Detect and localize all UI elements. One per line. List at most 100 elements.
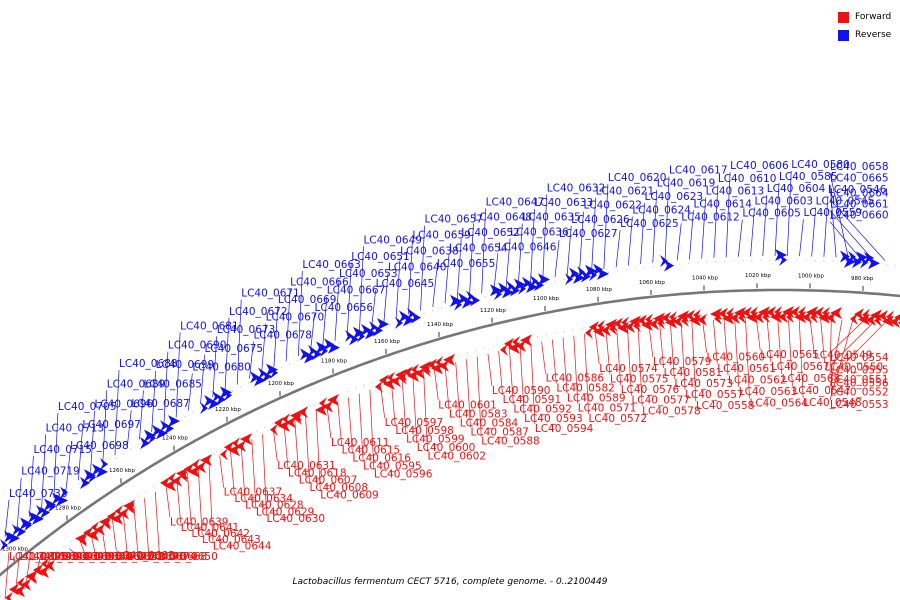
gene-label: LC40_0643 [202, 534, 261, 546]
leader-line [240, 444, 246, 501]
leader-line [326, 405, 332, 439]
tick-label: 1100 kbp [533, 296, 559, 302]
leader-line [58, 551, 63, 557]
forward-gene-arrow [830, 307, 842, 320]
forward-gene-arrow [327, 393, 339, 406]
forward-gene-arrow [730, 312, 740, 325]
leader-line [261, 323, 267, 373]
leader-line [615, 230, 621, 268]
gene-label: LC40_0590 [492, 385, 551, 397]
forward-gene-arrow [119, 507, 129, 520]
reverse-gene-arrow [856, 251, 868, 264]
forward-gene-arrow [681, 315, 689, 328]
gene-label: LC40_0596 [374, 469, 433, 481]
reverse-gene-arrow [589, 269, 597, 282]
forward-gene-arrow [228, 444, 240, 457]
tick-label: 1120 kbp [480, 308, 506, 314]
leader-line [712, 319, 718, 364]
leader-line [337, 401, 343, 446]
reverse-gene-arrow [502, 286, 514, 299]
gene-label: LC40_0567 [771, 361, 830, 373]
reverse-gene-arrow [844, 255, 856, 268]
leader-line [285, 288, 291, 362]
leader-line [53, 413, 59, 499]
gene-label: LC40_0666 [290, 276, 349, 288]
gene-label: LC40_0597 [385, 417, 444, 429]
gene-label: LC40_0602 [428, 451, 487, 463]
leader-line [541, 341, 546, 374]
reverse-gene-arrow [28, 511, 38, 524]
reverse-gene-arrow [324, 338, 334, 351]
leader-line [809, 318, 815, 351]
tick-label: 1040 kbp [692, 275, 718, 281]
leader-line [509, 348, 514, 405]
forward-gene-arrow [750, 306, 758, 319]
leader-line [36, 551, 42, 573]
forward-gene-arrow [826, 311, 836, 324]
gene-label: LC40_0548 [803, 397, 862, 409]
reverse-gene-arrow [40, 506, 50, 519]
forward-gene-arrow [79, 534, 87, 547]
leader-line [230, 450, 235, 495]
forward-gene-arrow [111, 512, 123, 525]
forward-gene-arrow [742, 306, 752, 319]
reverse-gene-arrow [20, 517, 32, 530]
leader-line [90, 533, 96, 553]
gene-label: LC40_0696 [95, 399, 154, 411]
reverse-gene-arrow [377, 318, 389, 331]
leader-line [469, 223, 474, 297]
leader-line [551, 339, 557, 384]
leader-line [322, 296, 328, 346]
leader-line [348, 397, 353, 454]
reverse-gene-arrow [312, 348, 322, 361]
leader-line [734, 318, 740, 387]
forward-gene-arrow [443, 353, 455, 366]
forward-gene-arrow [375, 380, 383, 393]
gene-label: LC40_0601 [438, 399, 497, 411]
gene-label: LC40_0623 [645, 191, 704, 203]
leader-line [725, 172, 731, 258]
gene-label: LC40_0705 [58, 401, 117, 413]
reverse-gene-arrow [308, 344, 316, 357]
gene-label: LC40_0568 [782, 373, 841, 385]
leader-line [114, 370, 120, 456]
gene-label: LC40_0629 [256, 506, 315, 518]
figure-caption: Lactobacillus fermentum CECT 5716, compl… [292, 577, 608, 587]
gene-label: LC40_0563 [739, 386, 798, 398]
reverse-gene-arrow [530, 275, 538, 288]
gene-label: LC40_0603 [755, 195, 814, 207]
leader-line [444, 365, 450, 410]
reverse-gene-arrow [270, 366, 278, 379]
gene-label: LC40_0581 [664, 367, 723, 379]
gene-label: LC40_0641 [181, 522, 240, 534]
leader-line [90, 410, 95, 472]
tick-label: 1300 kbp [2, 546, 28, 552]
leader-line [466, 359, 471, 428]
gene-label: LC40_0660 [830, 210, 889, 222]
reverse-gene-arrow [779, 254, 787, 267]
forward-gene-arrow [798, 306, 806, 319]
leader-line [584, 333, 589, 414]
gene-label: LC40_0585 [779, 171, 838, 183]
reverse-gene-arrow [0, 538, 8, 551]
gene-label: LC40_0577 [631, 395, 690, 407]
reverse-gene-arrow [160, 419, 168, 432]
leader-line [163, 351, 169, 425]
leader-line [126, 410, 132, 448]
gene-label: LC40_0572 [589, 413, 648, 425]
leader-line [401, 378, 407, 435]
leader-line [829, 320, 854, 401]
forward-gene-arrow [13, 585, 25, 598]
forward-gene-arrow [188, 465, 200, 478]
forward-gene-arrow [625, 320, 635, 333]
forward-gene-arrow [894, 314, 900, 321]
reverse-gene-arrow [848, 250, 856, 263]
gene-label: LC40_0677 [95, 551, 154, 563]
leader-line [249, 341, 254, 379]
gene-label: LC40_0599 [406, 434, 465, 446]
leader-line [829, 322, 886, 379]
genome-backbone [0, 288, 900, 577]
forward-gene-arrow [762, 311, 770, 324]
gene-label: LC40_0554 [830, 352, 889, 364]
leader-line [212, 336, 218, 398]
